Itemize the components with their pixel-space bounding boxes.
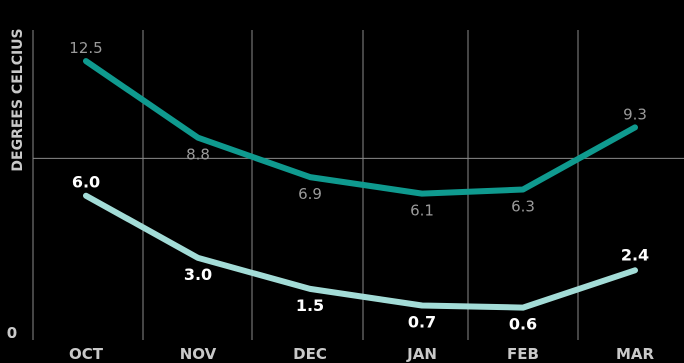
data-label-s0-5: 9.3: [623, 105, 647, 123]
x-tick-label-nov: NOV: [180, 345, 217, 363]
data-labels: 12.5 8.8 6.9 6.1 6.3 9.3 6.0 3.0 1.5 0.7 0.6 2.4: [69, 39, 649, 334]
x-axis-ticks: OCT NOV DEC JAN FEB MAR: [69, 345, 654, 363]
series-layer: [83, 58, 638, 311]
grid-lines: [32, 30, 684, 340]
y-axis-ticks: 0: [7, 324, 17, 342]
data-label-s1-3: 0.7: [408, 313, 436, 332]
x-tick-label-feb: FEB: [507, 345, 539, 363]
data-label-s0-3: 6.1: [410, 202, 434, 220]
series-line-1: [83, 192, 638, 311]
x-tick-label-jan: JAN: [406, 345, 437, 363]
data-label-s1-1: 3.0: [184, 265, 212, 284]
y-tick-label-0: 0: [7, 324, 17, 342]
data-label-s1-2: 1.5: [296, 296, 324, 315]
y-axis-label: DEGREES CELCIUS: [10, 28, 26, 171]
data-label-s1-4: 0.6: [509, 315, 537, 334]
data-label-s0-4: 6.3: [511, 198, 535, 216]
data-label-s1-5: 2.4: [621, 245, 649, 264]
x-tick-label-oct: OCT: [69, 345, 104, 363]
series-line-0: [83, 58, 638, 197]
x-tick-label-mar: MAR: [616, 345, 655, 363]
data-label-s0-2: 6.9: [298, 185, 322, 203]
data-label-s0-0: 12.5: [69, 39, 102, 57]
data-label-s1-0: 6.0: [72, 173, 100, 192]
data-label-s0-1: 8.8: [186, 146, 210, 164]
x-tick-label-dec: DEC: [293, 345, 327, 363]
